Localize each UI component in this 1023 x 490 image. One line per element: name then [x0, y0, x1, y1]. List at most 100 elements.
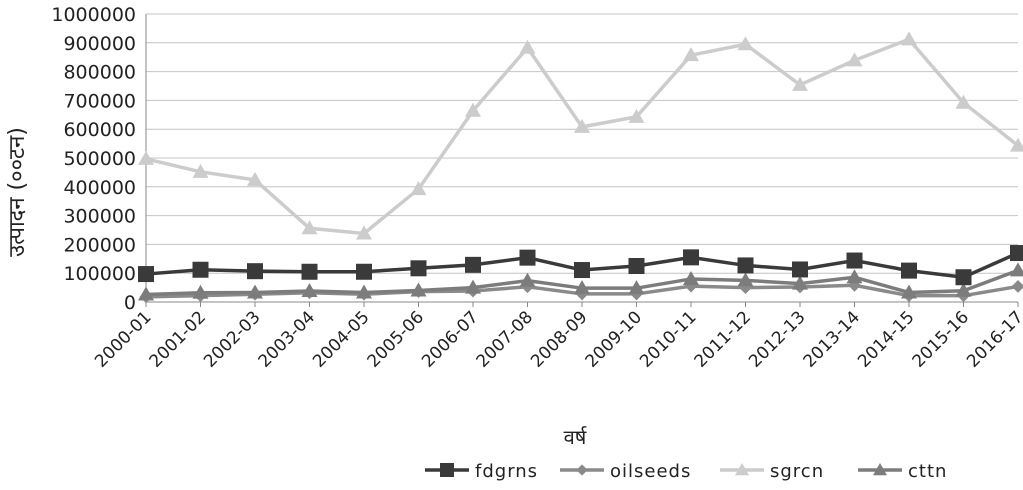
data-point	[683, 270, 699, 285]
data-point	[901, 31, 917, 46]
data-point	[1010, 137, 1023, 152]
data-point	[301, 283, 318, 298]
data-point	[410, 181, 427, 196]
data-point	[465, 256, 481, 273]
x-tick-label: 2004-05	[309, 307, 373, 371]
x-tick-label: 2001-02	[146, 307, 210, 371]
data-point	[955, 94, 972, 109]
data-point	[737, 36, 754, 51]
data-point	[955, 269, 972, 286]
series-fdgrns	[138, 245, 1023, 286]
data-point	[737, 257, 754, 274]
data-point	[440, 463, 454, 477]
x-tick-label: 2009-10	[582, 307, 646, 371]
x-tick-label: 2013-14	[800, 307, 864, 371]
x-tick-label: 2000-01	[91, 307, 155, 371]
data-point	[628, 108, 645, 123]
legend-entry-cttn: cttn	[858, 461, 947, 482]
x-tick-label: 2015-16	[909, 307, 973, 371]
data-point	[683, 47, 699, 62]
y-axis-ticks: 0 100000 200000 300000 400000 500000 600000 700…	[51, 4, 136, 314]
data-point	[247, 284, 263, 299]
data-point	[138, 266, 154, 283]
data-point	[1010, 262, 1023, 277]
y-axis-label: उत्पादन (००टन)	[5, 127, 30, 257]
x-tick-label: 2003-04	[255, 307, 319, 371]
data-point	[1011, 280, 1023, 293]
data-point	[465, 102, 481, 117]
data-point	[301, 263, 318, 280]
y-tick-label: 100000	[63, 263, 136, 285]
series-cttn	[138, 262, 1023, 301]
legend-label: fdgrns	[475, 461, 538, 482]
data-point	[574, 118, 590, 133]
data-point	[846, 269, 863, 284]
data-point	[901, 262, 917, 279]
x-tick-label: 2012-13	[745, 307, 809, 371]
x-axis-label: वर्ष	[564, 425, 588, 449]
data-point	[576, 464, 588, 476]
data-point	[192, 284, 209, 299]
y-tick-label: 700000	[63, 90, 136, 112]
y-tick-label: 300000	[63, 206, 136, 228]
data-point	[519, 39, 536, 54]
data-point	[410, 282, 427, 297]
data-point	[192, 163, 209, 178]
x-tick-label: 2007-08	[473, 307, 537, 371]
data-point	[792, 76, 808, 91]
data-point	[192, 261, 209, 278]
data-point	[683, 249, 699, 266]
x-axis-ticks: 2000-012001-022002-032003-042004-052005-…	[91, 302, 1023, 372]
x-tick-label: 2005-06	[364, 307, 428, 371]
data-point	[735, 463, 749, 476]
y-tick-label: 500000	[63, 148, 136, 170]
y-tick-label: 400000	[63, 177, 136, 199]
data-point	[846, 252, 863, 269]
legend-label: sgrcn	[770, 461, 824, 482]
data-point	[901, 284, 917, 299]
data-point	[410, 260, 427, 277]
data-point	[138, 286, 154, 301]
y-tick-label: 900000	[63, 33, 136, 55]
data-point	[465, 279, 481, 294]
data-point	[519, 249, 536, 266]
data-point	[792, 275, 808, 290]
legend-label: cttn	[908, 461, 947, 482]
data-point	[873, 463, 887, 476]
data-point	[628, 258, 645, 274]
series-sgrcn	[138, 31, 1023, 240]
y-tick-label: 1000000	[51, 4, 136, 26]
y-tick-label: 600000	[63, 119, 136, 141]
legend-label: oilseeds	[610, 461, 691, 482]
gridlines	[145, 13, 1018, 303]
data-point	[138, 150, 154, 165]
x-tick-label: 2016-17	[963, 307, 1023, 371]
data-point	[574, 280, 590, 295]
series-lines	[138, 31, 1023, 304]
data-point	[519, 272, 536, 287]
data-point	[792, 261, 808, 278]
y-tick-label: 0	[124, 292, 136, 314]
legend-entry-sgrcn: sgrcn	[720, 461, 824, 482]
data-point	[356, 263, 372, 280]
series-line	[145, 37, 1020, 236]
data-point	[356, 284, 372, 299]
x-tick-label: 2011-12	[691, 307, 755, 371]
legend-entry-fdgrns: fdgrns	[425, 461, 538, 482]
x-tick-label: 2002-03	[200, 307, 264, 371]
x-tick-label: 2014-15	[854, 307, 918, 371]
y-tick-label: 800000	[63, 62, 136, 84]
x-tick-label: 2008-09	[527, 307, 591, 371]
data-point	[846, 52, 863, 67]
data-point	[247, 171, 263, 186]
data-point	[955, 282, 972, 297]
data-point	[574, 262, 590, 279]
data-point	[301, 220, 318, 235]
legend: fdgrns oilseeds sgrcn cttn	[425, 461, 947, 482]
data-point	[1010, 245, 1023, 262]
data-point	[737, 272, 754, 287]
data-point	[628, 280, 645, 295]
x-tick-label: 2010-11	[636, 307, 700, 371]
